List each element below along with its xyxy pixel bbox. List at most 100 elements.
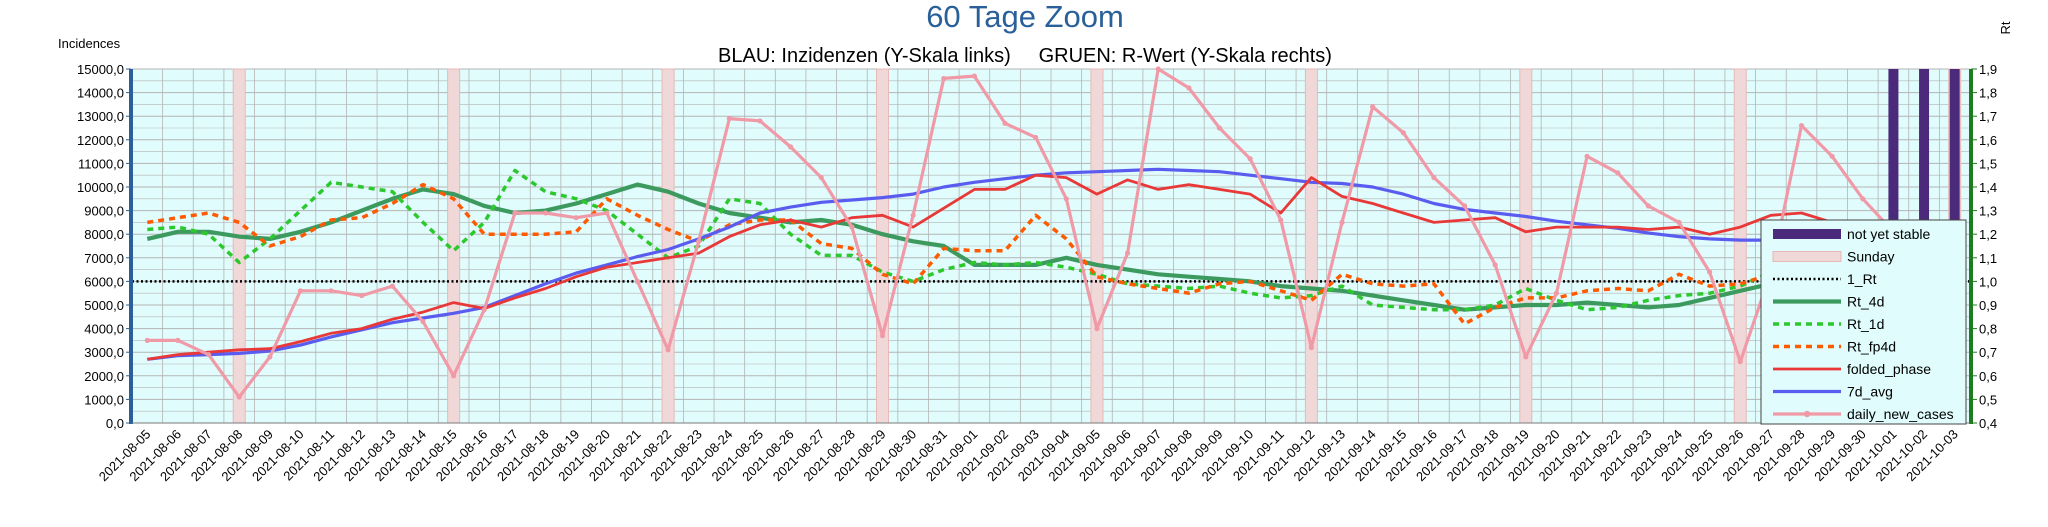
- data-point-daily-new-cases: [1492, 262, 1498, 268]
- data-point-daily-new-cases: [788, 144, 794, 150]
- sunday-band: [1304, 68, 1318, 424]
- right-tick-label: 0,9: [1979, 298, 1997, 313]
- data-point-daily-new-cases: [1584, 153, 1590, 159]
- chart-subtitle: BLAU: Inzidenzen (Y-Skala links) GRUEN: …: [718, 45, 1332, 67]
- legend-label: Rt_4d: [1847, 294, 1884, 310]
- chart-title: 60 Tage Zoom: [926, 0, 1124, 34]
- data-point-daily-new-cases: [1216, 125, 1223, 131]
- data-point-daily-new-cases: [1860, 196, 1866, 202]
- right-tick-label: 1,7: [1979, 109, 1997, 124]
- data-point-daily-new-cases: [818, 174, 824, 181]
- sunday-band: [232, 68, 246, 424]
- data-point-daily-new-cases: [1370, 104, 1376, 110]
- legend-label: 7d_avg: [1847, 384, 1893, 400]
- right-tick-label: 0,7: [1979, 345, 1997, 360]
- left-tick-label: 7000,0: [84, 251, 124, 266]
- series-line-rt-4d: [146, 182, 1956, 312]
- series-line-7d-avg: [147, 167, 1955, 361]
- right-axis-label: Rt: [1998, 21, 2013, 34]
- data-point-daily-new-cases: [1676, 219, 1682, 225]
- right-tick-label: 0,4: [1979, 416, 1997, 431]
- data-point-daily-new-cases: [1615, 170, 1621, 176]
- data-point-daily-new-cases: [297, 288, 304, 294]
- right-tick-label: 1,1: [1979, 251, 1997, 266]
- data-point-daily-new-cases: [1063, 196, 1069, 202]
- data-point-daily-new-cases: [1645, 203, 1651, 209]
- data-point-daily-new-cases: [1523, 354, 1529, 360]
- data-point-daily-new-cases: [726, 115, 732, 122]
- right-tick-label: 1,9: [1979, 62, 1997, 77]
- left-tick-label: 13000,0: [77, 109, 124, 124]
- legend-label: Sunday: [1847, 249, 1894, 265]
- data-point-daily-new-cases: [1339, 219, 1345, 225]
- data-point-daily-new-cases: [1247, 156, 1253, 162]
- right-tick-label: 1,8: [1979, 86, 1997, 101]
- legend-label: Rt_fp4d: [1847, 339, 1896, 355]
- data-point-daily-new-cases: [849, 224, 855, 230]
- data-point-daily-new-cases: [1278, 217, 1284, 223]
- data-point-daily-new-cases: [1400, 130, 1406, 136]
- data-point-daily-new-cases: [481, 307, 487, 313]
- data-point-daily-new-cases: [1308, 344, 1314, 351]
- data-point-daily-new-cases: [696, 238, 702, 244]
- right-tick-label: 1,3: [1979, 204, 1997, 219]
- legend-label: folded_phase: [1847, 361, 1931, 377]
- data-point-daily-new-cases: [1033, 134, 1039, 141]
- left-tick-label: 1000,0: [84, 392, 124, 407]
- left-tick-label: 11000,0: [78, 156, 124, 171]
- left-tick-label: 9000,0: [84, 204, 124, 219]
- left-tick-label: 12000,0: [77, 133, 124, 148]
- legend-label: Rt_1d: [1847, 316, 1884, 332]
- left-axis-label: Incidences: [58, 36, 121, 51]
- sunday-band: [661, 68, 675, 424]
- left-tick-label: 10000,0: [77, 180, 124, 195]
- data-point-daily-new-cases: [757, 118, 763, 124]
- data-point-daily-new-cases: [389, 283, 395, 289]
- data-point-daily-new-cases: [359, 292, 365, 299]
- data-point-daily-new-cases: [1002, 120, 1008, 126]
- data-point-daily-new-cases: [1431, 174, 1437, 181]
- legend-swatch-not-yet-stable: [1773, 229, 1841, 239]
- data-point-daily-new-cases: [205, 351, 212, 358]
- data-point-daily-new-cases: [1186, 85, 1192, 91]
- right-tick-label: 0,5: [1979, 392, 1997, 407]
- legend-label: daily_new_cases: [1847, 406, 1954, 422]
- right-tick-label: 1,0: [1979, 274, 1997, 289]
- data-point-daily-new-cases: [941, 75, 947, 82]
- left-tick-label: 8000,0: [84, 227, 124, 242]
- right-tick-label: 1,2: [1979, 227, 1997, 242]
- data-point-daily-new-cases: [1798, 123, 1805, 129]
- data-point-daily-new-cases: [542, 210, 549, 216]
- data-point-daily-new-cases: [1737, 359, 1743, 365]
- series-line-rt-1d: [147, 168, 1955, 312]
- right-tick-label: 1,6: [1979, 133, 1997, 148]
- left-tick-label: 0,0: [106, 416, 124, 431]
- data-point-daily-new-cases: [267, 354, 273, 360]
- right-tick-label: 0,6: [1979, 369, 1997, 384]
- data-point-daily-new-cases: [1553, 290, 1560, 296]
- legend-label: 1_Rt: [1847, 271, 1877, 287]
- data-point-daily-new-cases: [1829, 153, 1835, 159]
- data-point-daily-new-cases: [879, 333, 886, 339]
- data-point-daily-new-cases: [420, 318, 426, 325]
- sunday-band: [1090, 68, 1104, 424]
- left-tick-label: 5000,0: [84, 298, 124, 313]
- series-line-daily-new-cases: [147, 67, 1957, 399]
- data-point-daily-new-cases: [971, 73, 978, 79]
- sunday-band: [876, 68, 890, 424]
- legend-marker-daily-new-cases: [1803, 410, 1811, 418]
- left-tick-label: 6000,0: [84, 274, 124, 289]
- data-point-daily-new-cases: [910, 212, 916, 218]
- data-point-daily-new-cases: [604, 210, 610, 216]
- data-point-daily-new-cases: [236, 394, 242, 400]
- legend-swatch-sunday: [1772, 251, 1842, 262]
- data-point-daily-new-cases: [1094, 326, 1100, 332]
- sunday-band: [1733, 68, 1747, 424]
- left-tick-label: 4000,0: [84, 322, 124, 337]
- data-point-daily-new-cases: [175, 337, 181, 343]
- right-tick-label: 1,5: [1979, 156, 1997, 171]
- data-point-daily-new-cases: [451, 373, 457, 379]
- data-point-daily-new-cases: [634, 278, 641, 284]
- data-point-daily-new-cases: [1461, 203, 1468, 209]
